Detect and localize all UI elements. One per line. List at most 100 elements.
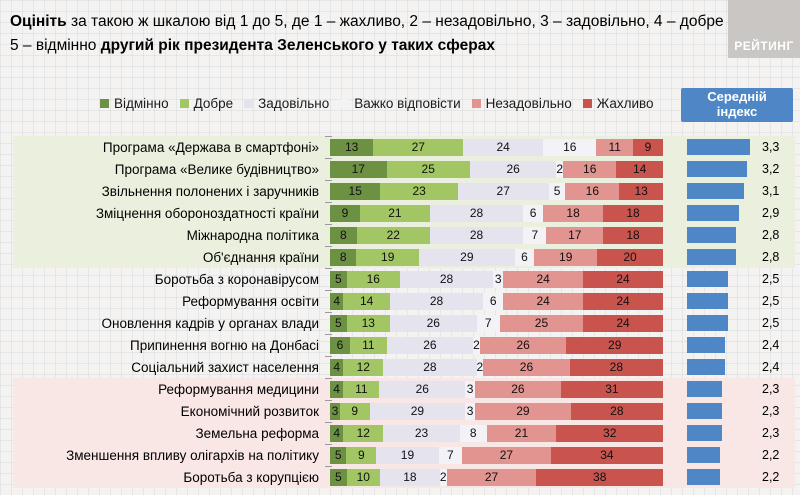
stacked-bar: 8 22 28 7 17 18: [325, 223, 663, 244]
stacked-bar: 9 21 28 6 18 18: [325, 201, 663, 222]
index-value: 2,2: [762, 448, 780, 462]
index-bar: [687, 469, 720, 485]
chart-row: Економічний розвиток 3 9 29 3 29 28 2,3: [13, 399, 795, 422]
row-label: Земельна реформа: [195, 425, 319, 441]
bar-segment-3: 16: [543, 138, 597, 156]
bar-segment-5: 20: [597, 248, 663, 266]
bar-segment-5: 34: [550, 446, 663, 464]
bar-segment-3: 5: [548, 182, 566, 200]
bar-segment-1: 21: [359, 204, 430, 222]
bar-segment-3: 3: [493, 270, 504, 288]
bar-segment-4: 18: [543, 204, 604, 222]
chart-row: Боротьба з корупцією 5 10 18 2 27 38 2,2: [13, 465, 795, 488]
stacked-bar: 4 11 26 3 26 31: [325, 377, 663, 398]
legend-item: Жахливо: [582, 96, 654, 111]
stacked-bar: 5 16 28 3 24 24: [325, 267, 663, 288]
index-cell: 2,3: [687, 381, 779, 397]
stacked-bar: 3 9 29 3 29 28: [325, 399, 663, 420]
index-bar-track: [687, 315, 755, 331]
index-value: 3,2: [762, 162, 780, 176]
index-bar: [687, 337, 726, 353]
legend-item: Добре: [179, 96, 234, 111]
bar-segment-5: 28: [569, 358, 663, 376]
legend-label: Відмінно: [114, 96, 169, 111]
bar-segment-1: 10: [346, 468, 380, 486]
bar-segment-1: 13: [346, 314, 390, 332]
chart-row: Міжнародна політика 8 22 28 7 17 18 2,8: [13, 223, 795, 246]
chart-row: Об'єднання країни 8 19 29 6 19 20 2,8: [13, 245, 795, 268]
legend-item: Задовільно: [244, 96, 329, 111]
legend-label: Задовільно: [258, 96, 330, 111]
index-bar-track: [687, 425, 755, 441]
bar-segment-3: 8: [459, 424, 487, 442]
row-label: Об'єднання країни: [202, 249, 319, 265]
index-bar-track: [687, 447, 755, 463]
index-bar-track: [687, 161, 755, 177]
bar-segment-4: 25: [499, 314, 584, 332]
index-bar-track: [687, 381, 755, 397]
stacked-bar: 5 10 18 2 27 38: [325, 465, 663, 486]
chart-row: Земельна реформа 4 12 23 8 21 32 2,3: [13, 421, 795, 444]
bar-segment-1: 25: [386, 160, 470, 178]
bar-segment-5: 38: [536, 468, 663, 486]
stacked-bar: 8 19 29 6 19 20: [325, 245, 663, 266]
row-label: Звільнення полонених і заручників: [101, 183, 319, 199]
bar-segment-4: 19: [534, 248, 598, 266]
bar-segment-2: 28: [389, 292, 484, 310]
legend-swatch-icon: [340, 99, 350, 108]
bar-segment-0: 6: [330, 336, 350, 354]
bar-segment-2: 24: [463, 138, 544, 156]
stacked-bar: 6 11 26 2 26 29: [325, 333, 663, 354]
bar-segment-3: 7: [476, 314, 500, 332]
index-bar: [687, 403, 723, 419]
index-bar-track: [687, 359, 755, 375]
row-label: Зменшення впливу олігархів на політику: [66, 447, 319, 463]
bar-segment-0: 5: [330, 314, 347, 332]
bar-segment-3: 2: [439, 468, 447, 486]
bar-segment-1: 16: [346, 270, 400, 288]
index-bar-track: [687, 403, 755, 419]
legend-label: Добре: [193, 96, 234, 111]
bar-segment-1: 19: [356, 248, 420, 266]
bar-segment-2: 28: [429, 204, 524, 222]
bar-segment-5: 24: [583, 292, 663, 310]
title-bold-end: другий рік президента Зеленського у таки…: [100, 37, 495, 55]
stacked-bar: 5 9 19 7 27 34: [325, 443, 663, 464]
bar-segment-4: 26: [483, 358, 570, 376]
bar-segment-0: 13: [330, 138, 374, 156]
index-value: 2,8: [762, 250, 780, 264]
bar-segment-2: 18: [379, 468, 440, 486]
legend-item: Незадовільно: [471, 96, 572, 111]
bar-segment-4: 27: [461, 446, 551, 464]
row-label: Міжнародна політика: [186, 227, 319, 243]
index-cell: 2,4: [687, 337, 779, 353]
index-cell: 2,8: [687, 227, 779, 243]
legend: Відмінно Добре Задовільно Важко відповісти Н…: [100, 96, 654, 111]
row-label: Реформування медицини: [158, 381, 319, 397]
stacked-bar: 4 12 28 2 26 28: [325, 355, 663, 376]
index-bar: [687, 183, 745, 199]
row-label: Програма «Держава в смартфоні»: [102, 139, 319, 155]
bar-segment-5: 9: [633, 138, 663, 156]
bar-segment-4: 24: [503, 292, 584, 310]
index-cell: 3,3: [687, 139, 779, 155]
bar-segment-5: 28: [570, 402, 663, 420]
index-bar-track: [687, 205, 755, 221]
index-cell: 2,2: [687, 447, 779, 463]
chart-row: Звільнення полонених і заручників 15 23 27 5…: [13, 179, 795, 202]
bar-segment-2: 28: [383, 358, 477, 376]
legend-swatch-icon: [100, 99, 109, 108]
legend-item: Важко відповісти: [340, 96, 461, 111]
index-cell: 2,4: [687, 359, 779, 375]
bar-segment-3: 2: [476, 358, 484, 376]
index-bar: [687, 425, 723, 441]
bar-segment-1: 9: [346, 446, 377, 464]
bar-segment-0: 5: [330, 468, 347, 486]
title-bold-start: Оцініть: [10, 13, 67, 30]
rating-group-logo: РЕЙТИНГ: [728, 0, 800, 58]
index-value: 3,1: [762, 184, 780, 198]
index-bar-track: [687, 183, 755, 199]
bar-segment-2: 29: [419, 248, 515, 266]
bar-segment-5: 18: [603, 204, 663, 222]
